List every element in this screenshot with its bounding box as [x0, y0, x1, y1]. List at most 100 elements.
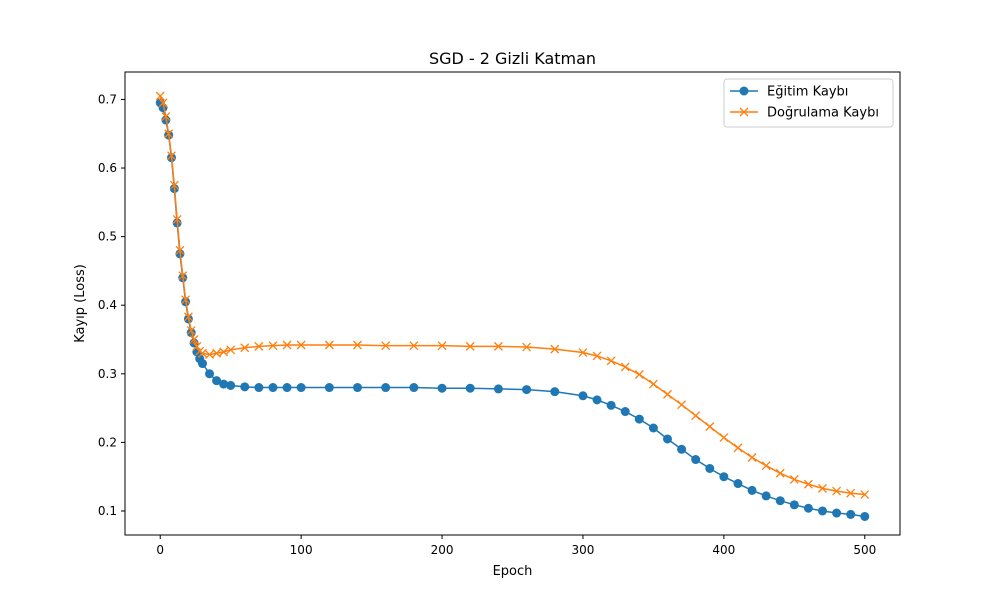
x-axis: 0 100 200 300 400 500 — [156, 535, 876, 557]
data-point — [296, 383, 306, 393]
data-point — [733, 443, 743, 453]
y-tick-label: 0.6 — [98, 161, 117, 175]
data-point — [620, 407, 630, 417]
data-point — [169, 180, 179, 190]
series-validation-loss — [155, 91, 870, 499]
y-tick-label: 0.4 — [98, 298, 117, 312]
data-point — [634, 370, 644, 379]
data-point — [719, 472, 729, 482]
x-tick-label: 200 — [431, 543, 454, 557]
data-point — [592, 351, 602, 361]
data-point — [747, 485, 757, 495]
data-point — [733, 479, 743, 489]
x-tick-label: 500 — [853, 543, 876, 557]
data-point — [268, 341, 278, 351]
data-point — [254, 383, 264, 393]
data-point — [493, 384, 503, 394]
legend-box — [723, 78, 894, 128]
data-point — [381, 383, 391, 393]
x-tick-label: 300 — [572, 543, 595, 557]
data-point — [282, 383, 292, 393]
data-point — [789, 500, 799, 510]
data-point — [178, 271, 188, 281]
plot-frame — [124, 71, 901, 536]
data-point — [212, 376, 222, 386]
data-point — [282, 340, 292, 350]
data-point — [175, 245, 185, 255]
legend-item: Eğitim Kaybı — [730, 85, 848, 100]
data-point — [719, 433, 729, 443]
data-point — [186, 326, 196, 336]
data-point — [493, 341, 503, 351]
data-point — [789, 474, 799, 484]
chart-title: SGD - 2 Gizli Katman — [429, 49, 596, 68]
data-point — [775, 468, 785, 478]
data-point — [691, 455, 701, 465]
data-point — [846, 509, 856, 519]
data-point — [205, 369, 215, 379]
data-point — [803, 479, 813, 489]
data-point — [803, 503, 813, 513]
data-point — [747, 453, 757, 462]
y-tick-label: 0.1 — [98, 504, 117, 518]
data-point — [860, 490, 870, 499]
data-point — [167, 151, 176, 161]
data-point — [606, 356, 616, 366]
data-point — [324, 383, 334, 393]
data-point — [254, 341, 264, 351]
data-point — [648, 423, 658, 433]
data-point — [592, 395, 602, 405]
data-point — [663, 434, 672, 444]
data-point — [192, 341, 202, 351]
x-axis-label: Epoch — [493, 564, 533, 579]
data-point — [212, 348, 222, 358]
data-point — [437, 383, 447, 393]
data-point — [832, 508, 842, 518]
data-point — [324, 340, 334, 350]
data-point — [164, 129, 174, 139]
y-tick-label: 0.2 — [98, 435, 117, 449]
data-point — [606, 400, 616, 410]
y-tick-label: 0.5 — [98, 230, 117, 244]
data-point — [240, 382, 250, 392]
data-point — [353, 340, 362, 350]
legend: Eğitim Kaybı Doğrulama Kaybı — [723, 78, 894, 128]
data-point — [818, 483, 827, 493]
data-point — [198, 359, 207, 369]
data-point — [219, 379, 229, 389]
data-point — [205, 350, 215, 360]
data-point — [198, 348, 207, 358]
y-axis: 0.1 0.2 0.3 0.4 0.5 0.6 0.7 — [98, 92, 125, 518]
data-point — [648, 379, 658, 389]
legend-label: Doğrulama Kaybı — [767, 106, 879, 121]
data-point — [705, 463, 715, 473]
x-tick-label: 0 — [156, 543, 164, 557]
data-point — [172, 215, 182, 224]
data-point — [522, 385, 532, 395]
data-point — [578, 391, 588, 401]
data-point — [189, 335, 199, 344]
y-tick-label: 0.7 — [98, 92, 117, 106]
data-point — [775, 496, 785, 506]
data-point — [677, 400, 687, 410]
x-tick-label: 100 — [290, 543, 313, 557]
data-point — [522, 342, 532, 352]
data-point — [677, 444, 687, 454]
data-point — [240, 343, 250, 353]
data-point — [818, 506, 827, 516]
data-point — [226, 345, 236, 355]
data-point — [158, 98, 168, 108]
data-point — [578, 348, 588, 358]
data-point — [634, 414, 644, 424]
data-point — [860, 511, 870, 521]
data-point — [409, 383, 419, 393]
legend-item: Doğrulama Kaybı — [730, 106, 879, 121]
data-point — [832, 486, 842, 496]
data-point — [691, 411, 701, 421]
data-point — [465, 341, 475, 351]
data-point — [268, 383, 278, 393]
data-point — [846, 488, 856, 498]
data-point — [296, 340, 306, 350]
